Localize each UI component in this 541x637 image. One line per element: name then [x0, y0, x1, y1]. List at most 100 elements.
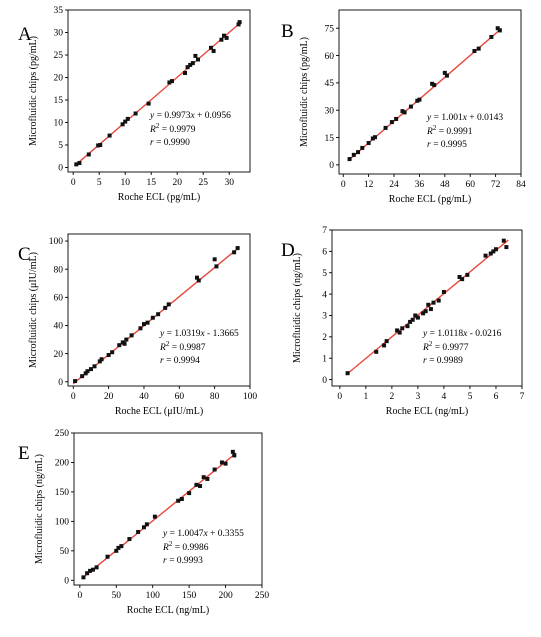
data-point — [457, 275, 462, 280]
fit-line — [345, 239, 509, 376]
data-point — [237, 20, 242, 25]
data-point — [212, 257, 217, 262]
data-point — [185, 65, 190, 70]
x-tick-label: 60 — [465, 180, 475, 190]
x-tick-label: 1 — [363, 392, 368, 402]
y-tick-label: 50 — [60, 547, 70, 557]
x-tick-label: 5 — [97, 178, 102, 188]
data-point — [417, 97, 422, 102]
fit-line — [81, 452, 237, 580]
data-point — [389, 120, 394, 125]
data-point — [442, 70, 447, 75]
data-point — [384, 339, 389, 344]
data-point — [125, 116, 130, 121]
data-point — [73, 379, 78, 384]
data-point — [99, 357, 104, 362]
fit-equation: y = 0.9973x + 0.0956 — [149, 111, 231, 121]
y-tick-label: 3 — [322, 312, 327, 322]
x-tick-label: 84 — [516, 180, 526, 190]
data-point — [176, 498, 181, 503]
fit-equation: y = 1.001x + 0.0143 — [426, 113, 503, 123]
data-point — [106, 353, 111, 358]
correlation-r: r = 0.9989 — [423, 356, 463, 366]
data-point — [188, 62, 193, 67]
x-axis-title: Roche ECL (pg/mL) — [389, 194, 471, 205]
x-tick-label: 40 — [139, 392, 149, 402]
data-point — [150, 315, 155, 320]
data-point — [232, 250, 237, 255]
data-point — [476, 46, 481, 51]
x-tick-label: 3 — [416, 392, 421, 402]
data-point — [394, 116, 399, 121]
x-axis-title: Roche ECL (μIU/mL) — [115, 406, 203, 417]
data-point — [133, 111, 138, 116]
data-point — [405, 324, 410, 329]
data-point — [98, 143, 103, 147]
y-tick-label: 100 — [49, 237, 64, 247]
y-axis-title: Microfluidic chips (μIU/mL) — [28, 252, 39, 368]
data-point — [366, 141, 371, 146]
data-point — [395, 328, 400, 333]
fit-line — [74, 21, 242, 167]
r-squared: R2 = 0.9986 — [162, 540, 209, 553]
plot-frame — [73, 432, 263, 586]
data-point — [86, 152, 91, 157]
data-point — [201, 475, 206, 480]
data-point — [117, 343, 122, 348]
data-point — [219, 37, 224, 42]
data-point — [230, 449, 235, 454]
data-point — [382, 343, 387, 348]
data-point — [436, 298, 441, 303]
data-point — [472, 49, 477, 53]
data-point — [97, 359, 102, 364]
x-tick-label: 12 — [364, 180, 374, 190]
x-axis-title: Roche ECL (pg/mL) — [118, 192, 200, 203]
data-point — [400, 109, 405, 114]
data-point — [83, 371, 88, 376]
y-tick-label: 2 — [322, 333, 327, 343]
data-point — [495, 26, 500, 31]
data-point — [136, 529, 141, 534]
data-point — [146, 101, 151, 106]
y-tick-label: 60 — [54, 294, 64, 304]
panel-d: D 0 1 2 3 4 5 6 7 0 1 2 3 4 5 6 7 Roche ECL (ng/mL) Microf… — [281, 226, 525, 417]
data-point — [120, 122, 125, 127]
x-tick-label: 10 — [120, 178, 130, 188]
data-point — [410, 317, 415, 322]
y-tick-label: 20 — [54, 74, 64, 84]
panel-letter: D — [281, 240, 295, 261]
data-point — [198, 484, 203, 489]
correlation-r: r = 0.9995 — [427, 140, 467, 150]
x-tick-label: 24 — [389, 180, 399, 190]
data-point — [144, 522, 149, 527]
data-point — [465, 272, 470, 277]
data-point — [205, 476, 210, 481]
x-tick-label: 150 — [182, 591, 197, 601]
data-point — [96, 143, 101, 148]
panel-letter: C — [18, 244, 31, 265]
x-tick-label: 0 — [77, 591, 82, 601]
data-point — [85, 571, 90, 576]
x-tick-label: 4 — [442, 392, 447, 402]
x-tick-label: 36 — [415, 180, 425, 190]
data-point — [356, 150, 361, 155]
y-axis-title: Microfluidic chips (ng/mL) — [292, 253, 303, 363]
data-point — [504, 245, 509, 250]
y-tick-label: 60 — [325, 52, 335, 62]
data-point — [193, 53, 198, 58]
y-tick-label: 1 — [322, 354, 327, 364]
data-point — [88, 367, 93, 372]
data-point — [232, 453, 237, 458]
x-tick-label: 6 — [494, 392, 499, 402]
data-point — [219, 460, 224, 465]
x-tick-label: 0 — [71, 178, 76, 188]
data-point — [107, 133, 112, 138]
y-tick-label: 200 — [55, 459, 70, 469]
data-point — [179, 496, 184, 501]
x-tick-label: 250 — [255, 591, 270, 601]
r-squared: R2 = 0.9991 — [426, 124, 473, 137]
data-point — [501, 238, 506, 243]
y-axis-title: Microfluidic chips (pg/mL) — [299, 37, 310, 147]
data-point — [224, 35, 229, 40]
fit-equation: y = 1.0047x + 0.3355 — [162, 529, 244, 539]
